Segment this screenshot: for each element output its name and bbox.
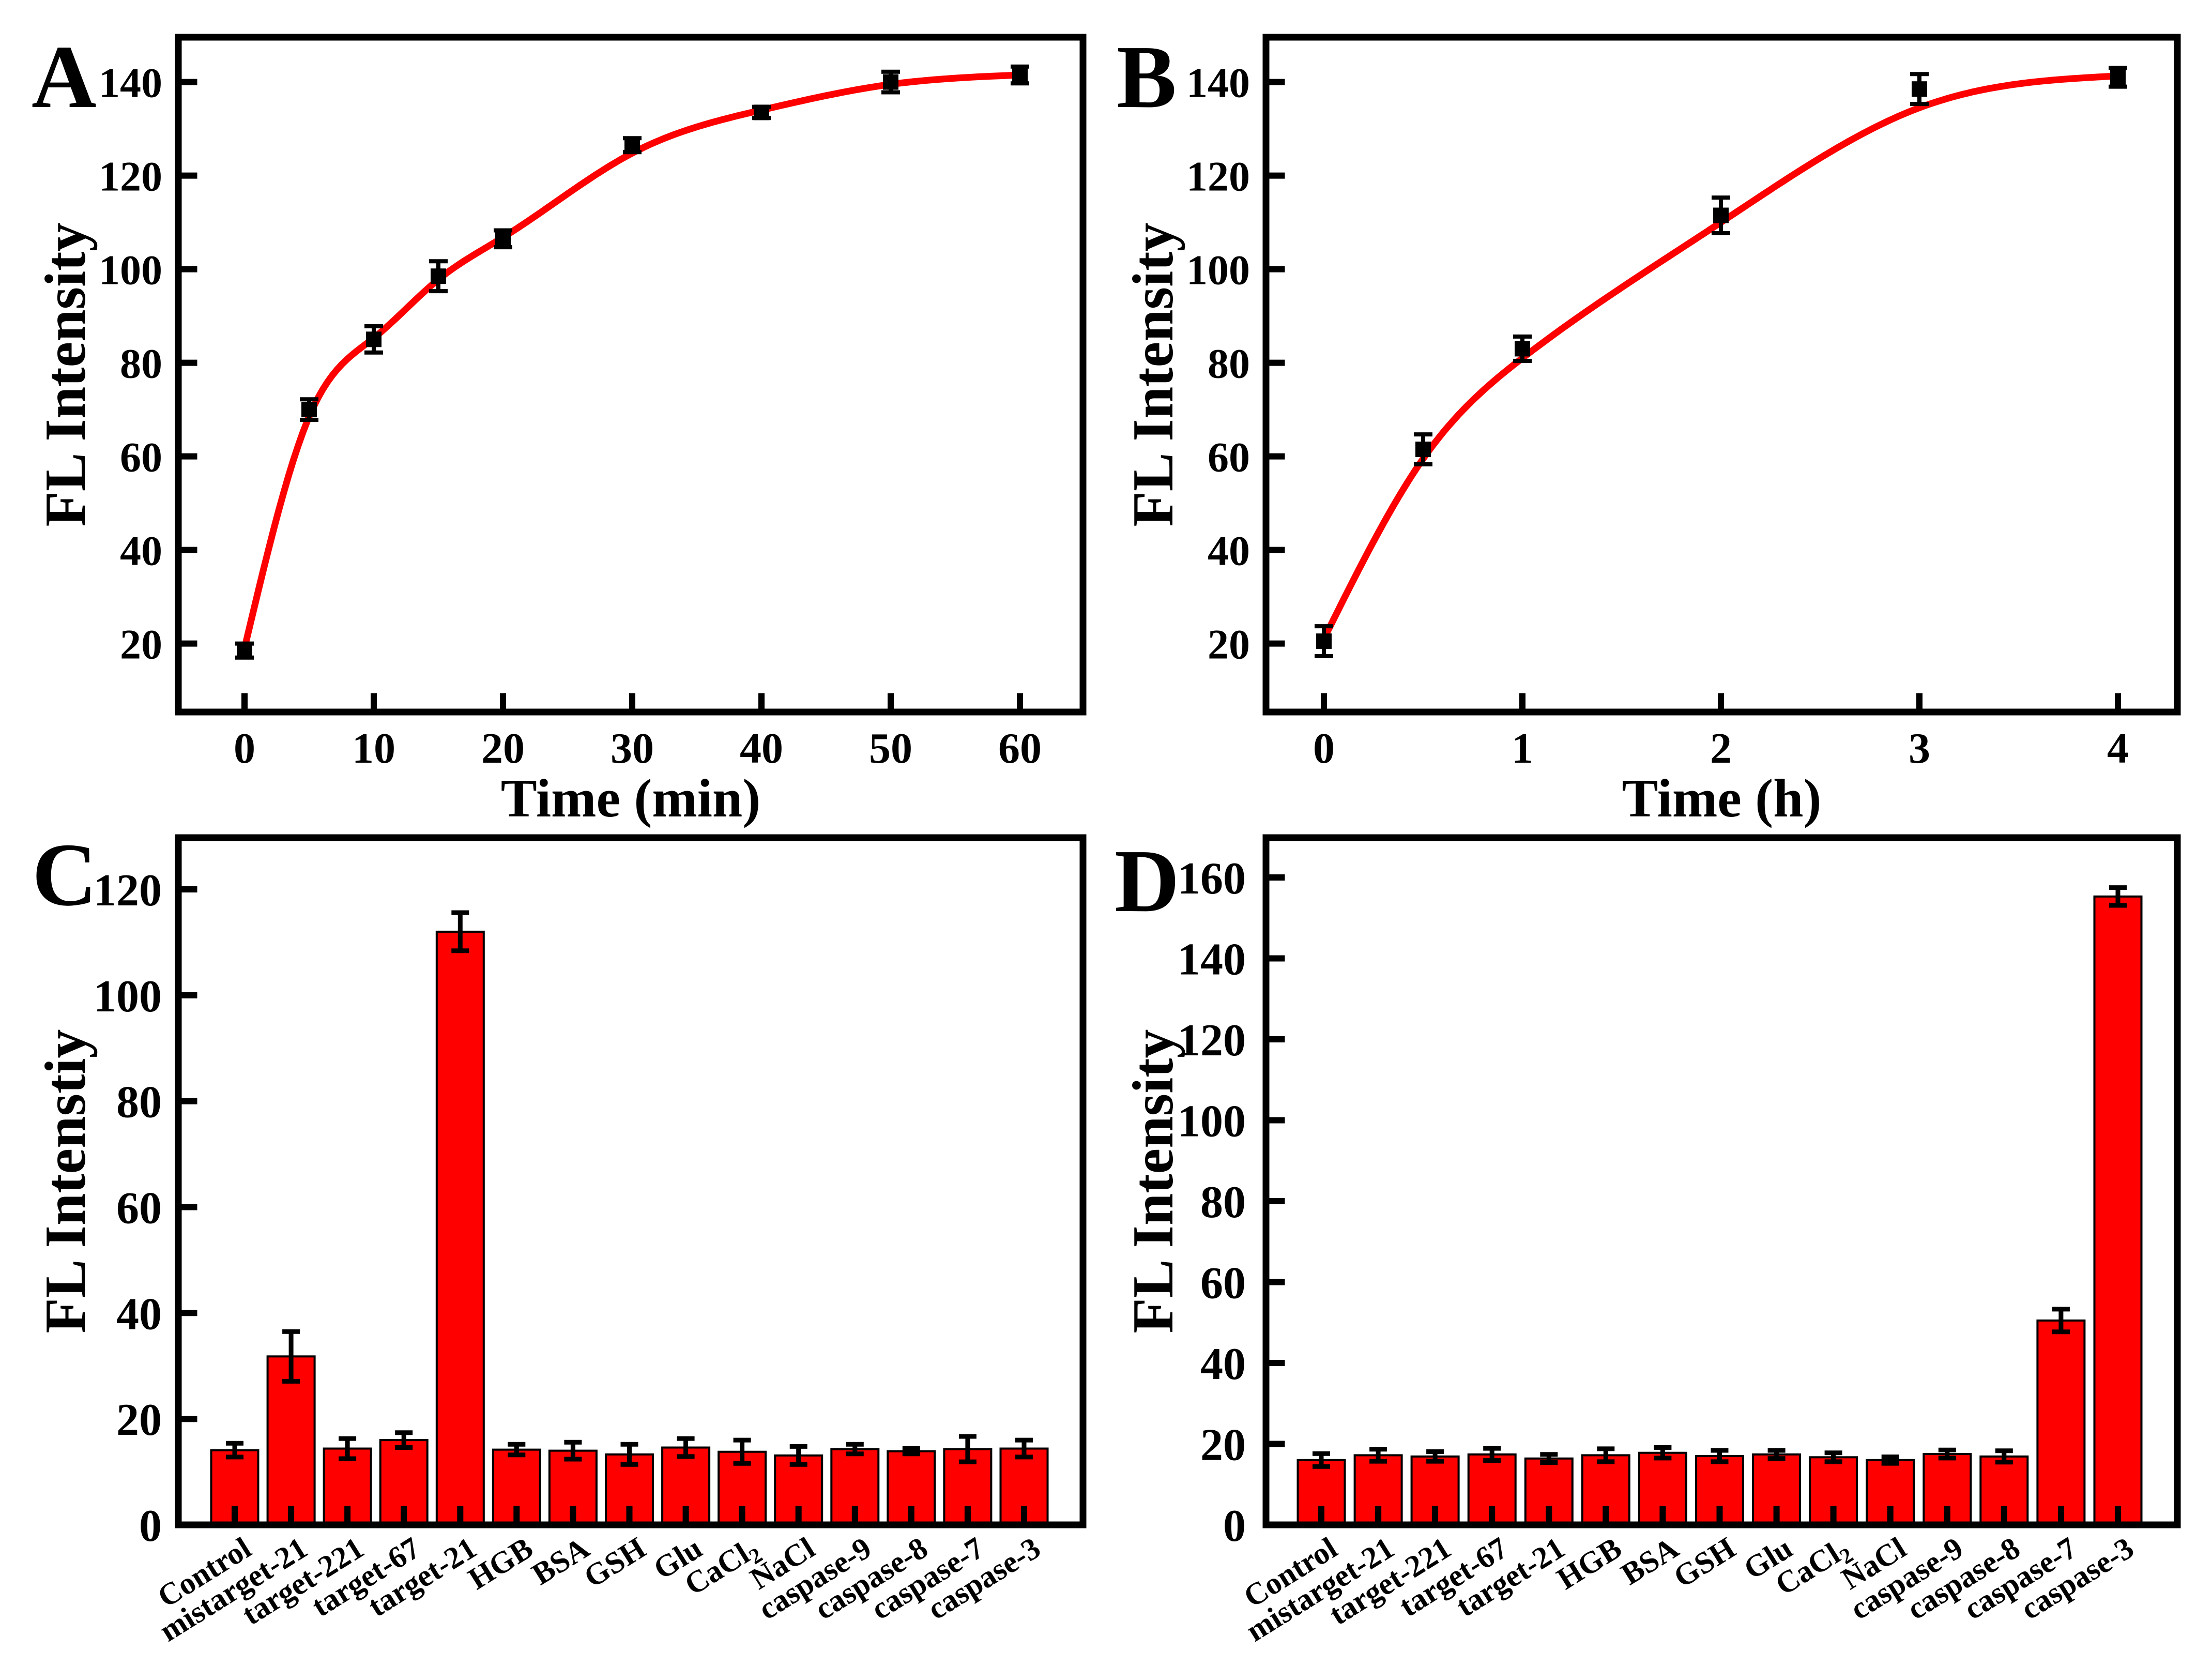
svg-text:80: 80 bbox=[120, 340, 162, 387]
svg-text:40: 40 bbox=[120, 527, 162, 574]
svg-text:60: 60 bbox=[1208, 434, 1250, 481]
svg-text:120: 120 bbox=[94, 866, 162, 916]
svg-text:20: 20 bbox=[120, 621, 162, 668]
svg-text:60: 60 bbox=[998, 724, 1042, 773]
svg-text:0: 0 bbox=[1313, 724, 1335, 773]
svg-text:4: 4 bbox=[2107, 724, 2129, 773]
svg-text:3: 3 bbox=[1909, 724, 1930, 773]
svg-text:120: 120 bbox=[1178, 1016, 1246, 1066]
svg-text:100: 100 bbox=[99, 247, 162, 294]
svg-text:60: 60 bbox=[1200, 1259, 1246, 1309]
svg-text:20: 20 bbox=[481, 724, 525, 773]
svg-text:40: 40 bbox=[1208, 527, 1250, 574]
svg-text:50: 50 bbox=[869, 724, 912, 773]
svg-text:160: 160 bbox=[1178, 854, 1246, 904]
svg-text:80: 80 bbox=[1200, 1177, 1246, 1228]
svg-text:60: 60 bbox=[116, 1184, 162, 1234]
svg-text:0: 0 bbox=[139, 1501, 162, 1551]
svg-text:C: C bbox=[32, 825, 97, 925]
svg-text:FL Intensity: FL Intensity bbox=[1121, 222, 1185, 526]
svg-text:100: 100 bbox=[1178, 1097, 1246, 1147]
svg-text:FL Intensity: FL Intensity bbox=[34, 222, 98, 526]
svg-text:B: B bbox=[1117, 27, 1177, 127]
svg-text:60: 60 bbox=[120, 434, 162, 481]
svg-text:40: 40 bbox=[1200, 1339, 1246, 1389]
svg-text:2: 2 bbox=[1710, 724, 1732, 773]
svg-text:140: 140 bbox=[1178, 935, 1246, 985]
svg-text:40: 40 bbox=[740, 724, 783, 773]
svg-text:140: 140 bbox=[1186, 59, 1250, 107]
svg-text:140: 140 bbox=[99, 59, 162, 107]
svg-text:80: 80 bbox=[116, 1078, 162, 1128]
svg-text:40: 40 bbox=[116, 1289, 162, 1339]
svg-text:100: 100 bbox=[94, 972, 162, 1022]
svg-text:Time (h): Time (h) bbox=[1622, 768, 1822, 828]
svg-text:FL Intensity: FL Intensity bbox=[1121, 1029, 1185, 1333]
svg-text:120: 120 bbox=[1186, 153, 1250, 200]
svg-text:20: 20 bbox=[1200, 1420, 1246, 1471]
svg-text:A: A bbox=[32, 27, 97, 127]
svg-text:30: 30 bbox=[611, 724, 654, 773]
svg-text:FL Intenstiy: FL Intenstiy bbox=[34, 1029, 98, 1333]
svg-text:0: 0 bbox=[1223, 1501, 1246, 1551]
svg-text:1: 1 bbox=[1512, 724, 1533, 773]
svg-text:Time (min): Time (min) bbox=[501, 768, 761, 828]
svg-text:10: 10 bbox=[352, 724, 395, 773]
svg-text:0: 0 bbox=[234, 724, 255, 773]
svg-text:100: 100 bbox=[1186, 247, 1250, 294]
svg-text:20: 20 bbox=[116, 1395, 162, 1445]
svg-text:D: D bbox=[1115, 831, 1180, 931]
svg-text:20: 20 bbox=[1208, 621, 1250, 668]
svg-text:80: 80 bbox=[1208, 340, 1250, 387]
svg-text:120: 120 bbox=[99, 153, 162, 200]
